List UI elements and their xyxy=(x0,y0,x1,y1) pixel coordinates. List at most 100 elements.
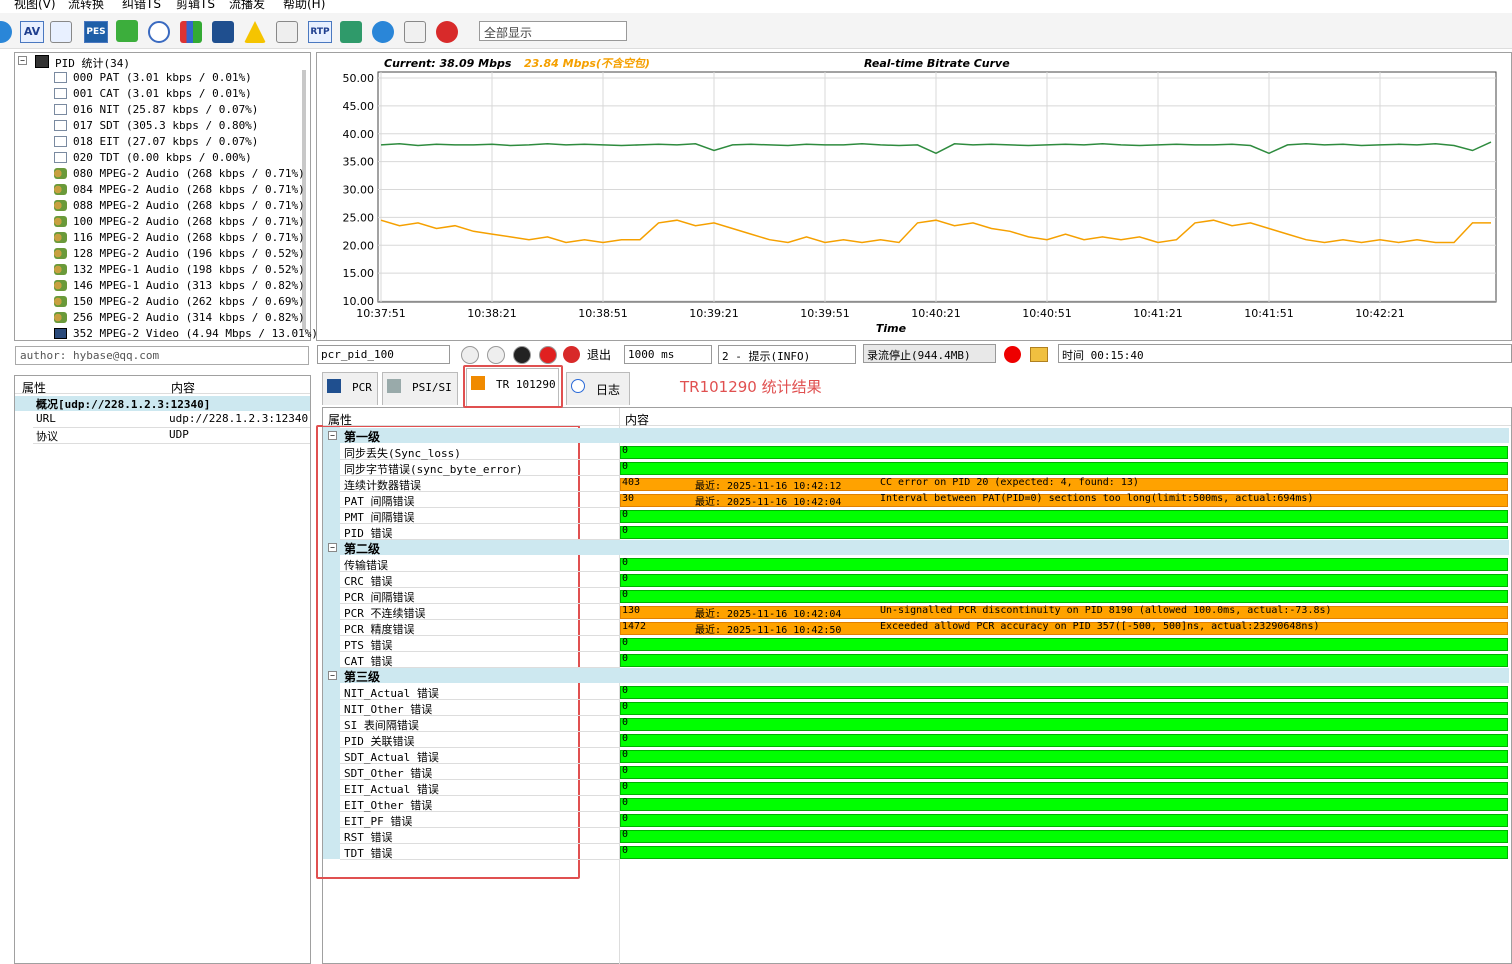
y-tick-label: 30.00 xyxy=(343,184,375,197)
tool-icon[interactable] xyxy=(436,21,458,43)
level-select[interactable]: 2 - 提示(INFO) xyxy=(718,345,856,364)
error-count: 0 xyxy=(622,509,629,520)
status-bar xyxy=(620,686,1508,699)
result-row xyxy=(340,732,619,748)
error-count: 0 xyxy=(622,653,629,664)
tree-item[interactable]: 018 EIT (27.07 kbps / 0.07%) xyxy=(73,135,259,148)
tab-label[interactable]: PCR xyxy=(352,381,372,394)
tool-icon[interactable]: PES xyxy=(84,21,108,43)
y-tick-label: 35.00 xyxy=(343,156,375,169)
tree-icon xyxy=(54,104,67,115)
exit-button[interactable]: 退出 xyxy=(587,348,612,362)
filter-dropdown[interactable]: 全部显示 xyxy=(479,21,627,41)
tree-root[interactable]: PID 统计(34) xyxy=(55,57,130,70)
group-toggle[interactable]: − xyxy=(328,543,337,552)
status-bar xyxy=(620,814,1508,827)
results-header: 内容 xyxy=(625,413,650,427)
folder-button[interactable] xyxy=(1030,347,1048,362)
tool-icon[interactable] xyxy=(340,21,362,43)
exit-icon[interactable] xyxy=(563,346,580,363)
tab-label[interactable]: 日志 xyxy=(596,383,621,397)
error-count: 30 xyxy=(622,493,635,504)
last-time: 最近: 2025-11-16 10:42:04 xyxy=(695,497,842,508)
tree-item[interactable]: 000 PAT (3.01 kbps / 0.01%) xyxy=(73,71,252,84)
control-button[interactable] xyxy=(487,346,505,364)
pid-select[interactable]: pcr_pid_100 xyxy=(317,345,450,364)
error-count: 0 xyxy=(622,749,629,760)
props-panel xyxy=(14,375,311,964)
scrollbar xyxy=(302,70,306,330)
interval-select[interactable]: 1000 ms xyxy=(624,345,712,364)
result-name: EIT_PF 错误 xyxy=(344,815,413,828)
menu-item[interactable]: 流播发 xyxy=(229,0,266,11)
record-button[interactable] xyxy=(1004,346,1021,363)
tool-icon[interactable]: AV xyxy=(20,21,44,43)
control-button[interactable] xyxy=(461,346,479,364)
tree-item[interactable]: 084 MPEG-2 Audio (268 kbps / 0.71%) xyxy=(73,183,305,196)
menu-item[interactable]: 视图(V) xyxy=(14,0,56,11)
error-count: 0 xyxy=(622,765,629,776)
control-button[interactable] xyxy=(513,346,531,364)
menu-item[interactable]: 纠错TS xyxy=(122,0,161,11)
tree-item[interactable]: 128 MPEG-2 Audio (196 kbps / 0.52%) xyxy=(73,247,305,260)
tree-item[interactable]: 017 SDT (305.3 kbps / 0.80%) xyxy=(73,119,259,132)
tree-item[interactable]: 100 MPEG-2 Audio (268 kbps / 0.71%) xyxy=(73,215,305,228)
result-name: PMT 间隔错误 xyxy=(344,511,415,524)
y-tick-label: 45.00 xyxy=(343,100,375,113)
result-row xyxy=(340,524,619,540)
group-toggle[interactable]: − xyxy=(328,431,337,440)
tab-label[interactable]: PSI/SI xyxy=(412,381,452,394)
tool-icon[interactable] xyxy=(276,21,298,43)
result-row xyxy=(340,684,619,700)
tree-item[interactable]: 256 MPEG-2 Audio (314 kbps / 0.82%) xyxy=(73,311,305,324)
result-name: CAT 错误 xyxy=(344,655,393,668)
result-row xyxy=(340,588,619,604)
tree-toggle[interactable]: − xyxy=(18,56,27,65)
tree-item[interactable]: 352 MPEG-2 Video (4.94 Mbps / 13.01%) xyxy=(73,327,319,340)
result-name: NIT_Other 错误 xyxy=(344,703,433,716)
tree-icon xyxy=(54,296,67,307)
results-header: 属性 xyxy=(328,413,353,427)
error-count: 0 xyxy=(622,845,629,856)
tree-item[interactable]: 001 CAT (3.01 kbps / 0.01%) xyxy=(73,87,252,100)
tool-icon[interactable] xyxy=(116,20,138,42)
control-button[interactable] xyxy=(539,346,557,364)
tree-item[interactable]: 020 TDT (0.00 kbps / 0.00%) xyxy=(73,151,252,164)
bitrate-line xyxy=(380,141,1492,155)
tool-icon[interactable] xyxy=(180,21,202,43)
tree-item[interactable]: 016 NIT (25.87 kbps / 0.07%) xyxy=(73,103,259,116)
result-row xyxy=(340,604,619,620)
menu-item[interactable]: 帮助(H) xyxy=(283,0,326,11)
tool-icon[interactable]: RTP xyxy=(308,21,332,43)
tree-item[interactable]: 146 MPEG-1 Audio (313 kbps / 0.82%) xyxy=(73,279,305,292)
result-row xyxy=(340,444,619,460)
tool-icon[interactable] xyxy=(0,21,12,43)
plot-frame xyxy=(377,71,1497,303)
tool-icon[interactable] xyxy=(404,21,426,43)
tree-item[interactable]: 150 MPEG-2 Audio (262 kbps / 0.69%) xyxy=(73,295,305,308)
props-cell: udp://228.1.2.3:12340 xyxy=(169,412,309,425)
result-row xyxy=(340,844,619,860)
tree-icon xyxy=(54,168,67,179)
tab-label[interactable]: TR 101290 xyxy=(496,378,556,391)
tool-icon[interactable] xyxy=(50,21,72,43)
menu-item[interactable]: 剪辑TS xyxy=(176,0,215,11)
tree-item[interactable]: 088 MPEG-2 Audio (268 kbps / 0.71%) xyxy=(73,199,305,212)
result-name: PID 关联错误 xyxy=(344,735,415,748)
group-toggle[interactable]: − xyxy=(328,671,337,680)
tree-item[interactable]: 116 MPEG-2 Audio (268 kbps / 0.71%) xyxy=(73,231,305,244)
tool-icon[interactable] xyxy=(148,21,170,43)
tree-item[interactable]: 132 MPEG-1 Audio (198 kbps / 0.52%) xyxy=(73,263,305,276)
tree-item[interactable]: 080 MPEG-2 Audio (268 kbps / 0.71%) xyxy=(73,167,305,180)
result-name: RST 错误 xyxy=(344,831,393,844)
tool-icon[interactable] xyxy=(372,21,394,43)
status-bar xyxy=(620,702,1508,715)
tool-icon[interactable] xyxy=(212,21,234,43)
group-row xyxy=(323,540,1509,555)
menu-item[interactable]: 流转换 xyxy=(68,0,105,11)
author-field[interactable]: author: hybase@qq.com xyxy=(15,346,309,365)
highlight-box xyxy=(463,365,563,408)
result-row xyxy=(340,716,619,732)
status-bar xyxy=(620,510,1508,523)
result-row xyxy=(340,556,619,572)
